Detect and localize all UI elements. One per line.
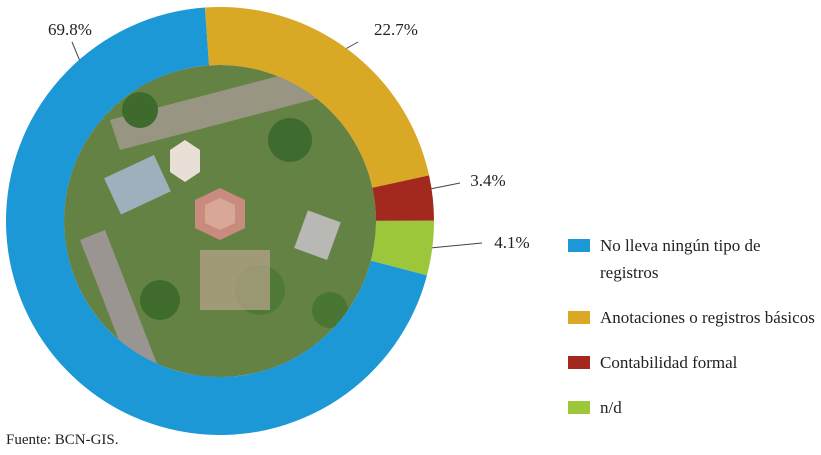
- legend-label: n/d: [600, 398, 622, 417]
- legend-item: Contabilidad formal: [568, 349, 818, 376]
- data-label: 22.7%: [374, 20, 418, 39]
- legend-item: n/d: [568, 394, 818, 421]
- legend-swatch: [568, 311, 590, 324]
- legend-label: Contabilidad formal: [600, 353, 738, 372]
- data-label: 4.1%: [494, 233, 529, 252]
- donut-slice: [372, 175, 434, 221]
- donut-slice: [370, 220, 434, 276]
- legend-swatch: [568, 239, 590, 252]
- legend: No lleva ningún tipo de registros Anotaci…: [568, 232, 818, 439]
- legend-swatch: [568, 356, 590, 369]
- legend-label: Anotaciones o registros básicos: [600, 308, 815, 327]
- legend-item: Anotaciones o registros básicos: [568, 304, 818, 331]
- source-note: Fuente: BCN-GIS.: [6, 432, 119, 448]
- legend-swatch: [568, 401, 590, 414]
- center-photo: [64, 65, 376, 377]
- legend-label: No lleva ningún tipo de registros: [600, 236, 761, 282]
- data-label: 69.8%: [48, 20, 92, 39]
- leader-line: [429, 242, 483, 249]
- legend-item: No lleva ningún tipo de registros: [568, 232, 818, 286]
- donut-slice: [204, 7, 430, 188]
- data-label: 3.4%: [470, 171, 505, 190]
